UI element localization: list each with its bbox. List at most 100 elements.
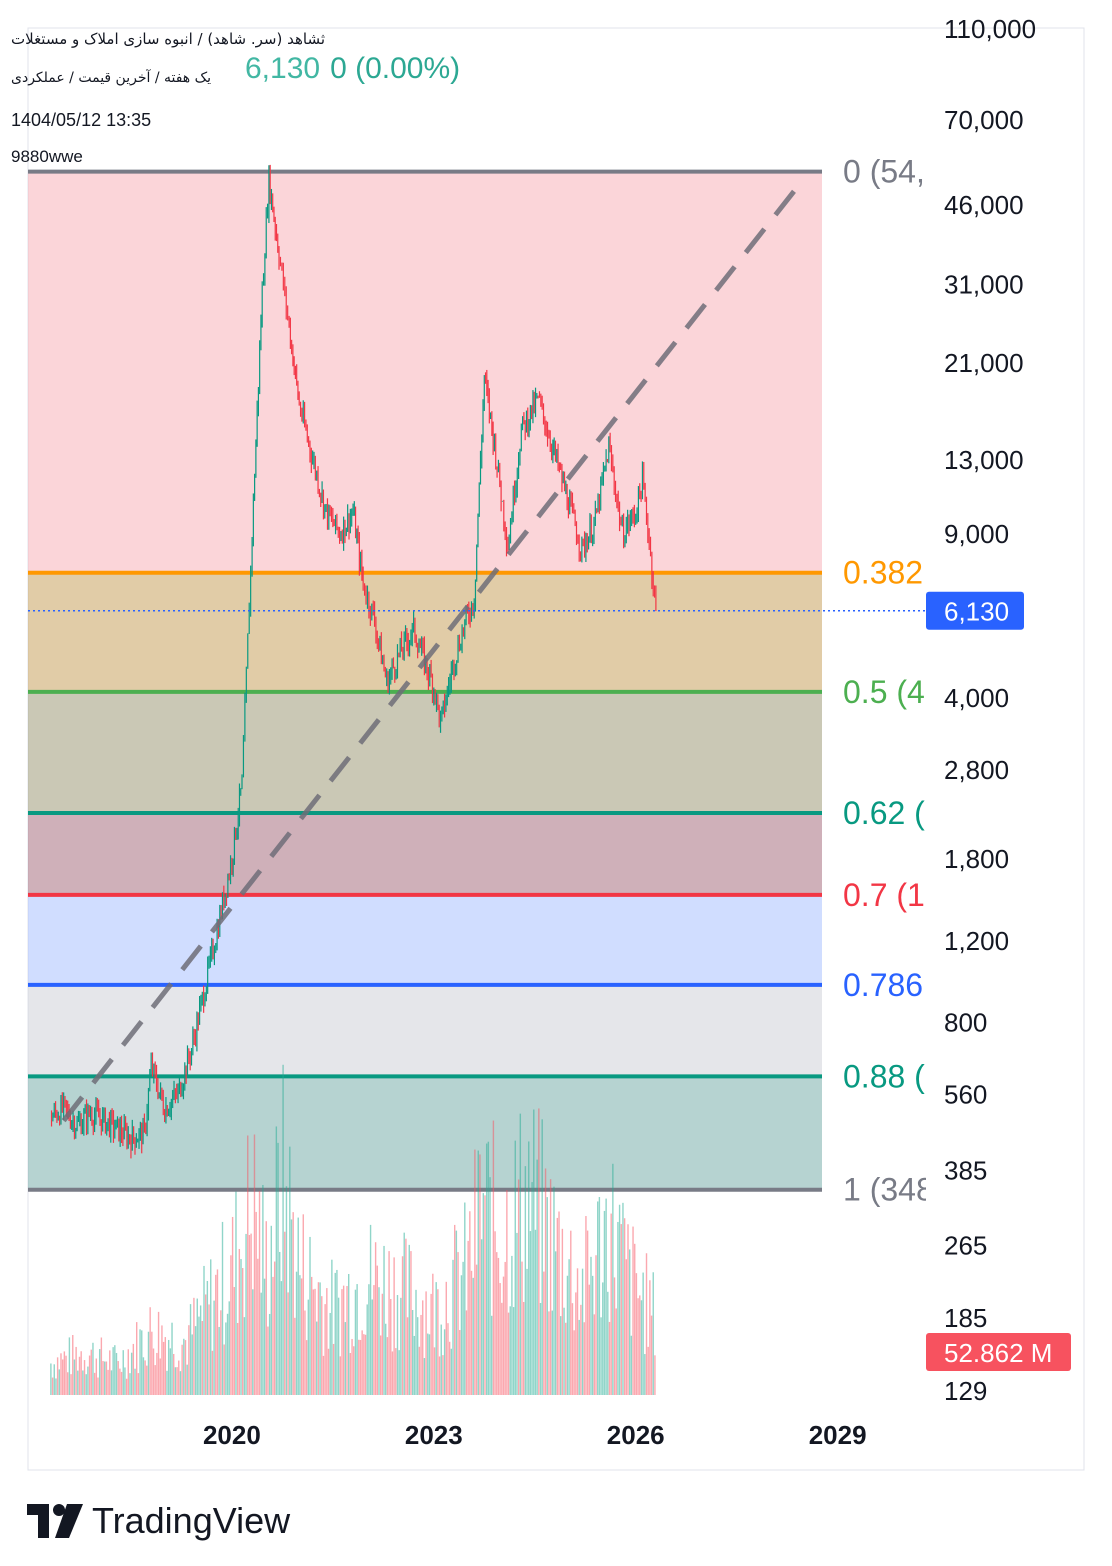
volume-bar	[558, 1211, 560, 1395]
volume-bar	[413, 1335, 416, 1395]
volume-bar	[422, 1300, 424, 1395]
volume-bar	[533, 1109, 535, 1395]
volume-bar	[620, 1224, 622, 1395]
volume-bar	[221, 1221, 224, 1395]
volume-bar	[92, 1342, 94, 1395]
volume-bar	[164, 1337, 167, 1395]
volume-bar	[591, 1275, 594, 1395]
volume-bar	[528, 1141, 530, 1395]
volume-bar	[88, 1355, 91, 1395]
volume-bar	[356, 1284, 358, 1395]
volume-bar	[124, 1367, 126, 1395]
volume-bar	[378, 1287, 380, 1395]
volume-bar	[260, 1292, 262, 1395]
fib-zone	[28, 171, 822, 573]
volume-bar	[236, 1322, 239, 1395]
y-tick-label: 1,800	[944, 844, 1009, 874]
volume-bar	[644, 1354, 646, 1395]
volume-bar	[287, 1292, 289, 1395]
volume-bar	[487, 1141, 490, 1395]
volume-bar	[82, 1370, 84, 1395]
volume-bar	[273, 1261, 276, 1395]
volume-bar	[166, 1370, 168, 1395]
volume-bar	[549, 1179, 552, 1395]
volume-bar	[334, 1272, 336, 1395]
volume-bar	[395, 1348, 397, 1395]
volume-bar	[511, 1255, 513, 1395]
volume-bar	[218, 1326, 220, 1395]
volume-bar	[206, 1280, 209, 1395]
trend-line	[61, 185, 800, 1123]
volume-bar	[554, 1251, 557, 1395]
volume-bar	[243, 1317, 246, 1395]
volume-bar	[359, 1339, 362, 1395]
volume-bar	[321, 1296, 323, 1395]
volume-bar	[213, 1300, 215, 1395]
fib-zone	[28, 894, 822, 985]
volume-bar	[292, 1212, 294, 1395]
volume-bar	[109, 1350, 111, 1395]
tradingview-logo-text: TradingView	[92, 1500, 291, 1541]
volume-bar	[522, 1301, 525, 1395]
volume-bar	[169, 1348, 172, 1395]
volume-bar	[443, 1329, 446, 1395]
volume-bar	[529, 1231, 532, 1395]
volume-bar	[445, 1281, 447, 1395]
volume-bar	[174, 1367, 177, 1395]
volume-bar	[215, 1274, 217, 1395]
volume-bar	[430, 1293, 432, 1395]
volume-bar	[635, 1273, 638, 1395]
volume-bar	[581, 1268, 584, 1395]
volume-bar	[258, 1191, 261, 1395]
volume-bar	[314, 1288, 316, 1395]
volume-bar	[435, 1282, 437, 1395]
volume-bar	[526, 1268, 528, 1395]
volume-bar	[332, 1343, 335, 1395]
fib-zone	[28, 813, 822, 895]
volume-bar	[364, 1334, 367, 1395]
volume-bar	[263, 1278, 266, 1395]
volume-bar	[440, 1324, 442, 1395]
volume-bar	[568, 1259, 570, 1395]
volume-bar	[438, 1356, 441, 1395]
volume-bar	[480, 1239, 483, 1395]
volume-bar	[570, 1230, 572, 1395]
volume-bar	[368, 1284, 370, 1395]
volume-bar	[295, 1271, 298, 1395]
volume-bar	[98, 1349, 101, 1395]
volume-bar	[262, 1184, 264, 1395]
volume-bar	[566, 1275, 569, 1395]
volume-bar	[181, 1344, 183, 1395]
axis-mask	[926, 150, 940, 1210]
volume-bar	[189, 1304, 192, 1395]
volume-bar	[80, 1351, 82, 1395]
fib-label: 0.786	[843, 967, 923, 1003]
x-tick-label: 2020	[203, 1420, 261, 1450]
volume-bar	[437, 1289, 439, 1395]
volume-bar	[418, 1346, 421, 1395]
tradingview-logo: TradingView	[27, 1500, 290, 1542]
volume-bar	[553, 1186, 555, 1395]
volume-bar	[173, 1353, 175, 1395]
volume-bar	[134, 1368, 136, 1395]
volume-bar	[538, 1108, 540, 1395]
volume-bar	[475, 1264, 478, 1395]
volume-bar	[344, 1322, 347, 1395]
y-tick-label: 46,000	[944, 190, 1024, 220]
volume-bar	[517, 1179, 520, 1395]
volume-bar	[597, 1201, 599, 1395]
volume-bar	[366, 1304, 368, 1395]
volume-bar	[58, 1369, 61, 1395]
volume-bar	[294, 1317, 296, 1395]
volume-bar	[459, 1330, 461, 1395]
volume-bar	[379, 1335, 382, 1395]
volume-bar	[336, 1269, 338, 1395]
volume-bar	[622, 1202, 624, 1395]
volume-bar	[583, 1322, 585, 1395]
volume-bar	[465, 1310, 468, 1395]
volume-bar	[199, 1305, 202, 1395]
volume-bar	[250, 1233, 252, 1395]
volume-bar	[322, 1355, 325, 1395]
x-tick-label: 2029	[809, 1420, 867, 1450]
volume-bar	[647, 1346, 649, 1395]
